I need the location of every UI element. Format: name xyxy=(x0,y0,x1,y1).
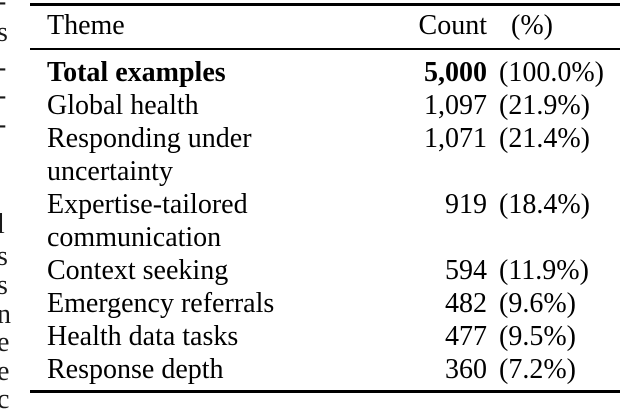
margin-text-fragment: s xyxy=(0,241,8,272)
margin-text-fragment: - xyxy=(0,0,6,16)
column-header-theme: Theme xyxy=(47,10,125,41)
column-header-count: Count xyxy=(418,10,487,41)
column-header-percent-cell: (%) xyxy=(499,9,619,42)
theme-label: Response depth xyxy=(47,354,224,385)
table-top-rule xyxy=(30,3,620,6)
table-row: Health data tasks 477 (9.5%) xyxy=(30,320,620,353)
percent-value: (7.2%) xyxy=(499,354,576,385)
theme-label: communication xyxy=(47,222,222,253)
theme-cell: Context seeking xyxy=(30,254,410,287)
percent-value: (21.9%) xyxy=(499,90,590,121)
theme-label: Context seeking xyxy=(47,255,229,286)
count-value: 1,097 xyxy=(424,90,487,121)
percent-value: (21.4%) xyxy=(499,123,590,154)
table-bottom-rule xyxy=(30,390,620,393)
theme-cell: Expertise-tailored communication xyxy=(30,188,410,254)
percent-value: (9.5%) xyxy=(499,321,576,352)
count-value: 477 xyxy=(445,321,487,352)
column-header-percent: (%) xyxy=(511,10,553,41)
percent-value: (18.4%) xyxy=(499,189,590,220)
theme-label: Global health xyxy=(47,90,199,121)
margin-text-fragment: - xyxy=(0,111,6,139)
percent-value: (11.9%) xyxy=(499,255,589,286)
count-value: 482 xyxy=(445,288,487,319)
margin-text-fragment: e xyxy=(0,327,10,358)
table-body: Total examples 5,000 (100.0%) Global health… xyxy=(30,56,620,386)
theme-cell: Emergency referrals xyxy=(30,287,410,320)
count-value: 360 xyxy=(445,354,487,385)
table-row: Expertise-tailored communication 919 (18.4%… xyxy=(30,188,620,254)
theme-label: Emergency referrals xyxy=(47,288,275,319)
theme-label: Health data tasks xyxy=(47,321,239,352)
theme-label: Total examples xyxy=(47,57,226,88)
margin-text-fragment: c xyxy=(0,384,10,414)
margin-text-fragment: l xyxy=(0,209,5,240)
margin-text-fragment: - xyxy=(0,54,6,82)
table-header-row: Theme Count (%) xyxy=(30,9,620,42)
table-row: Global health 1,097 (21.9%) xyxy=(30,89,620,122)
theme-distribution-table: Theme Count (%) Total examples 5,000 (100.… xyxy=(30,0,620,414)
margin-text-fragment: n xyxy=(0,299,11,330)
theme-label: Expertise-tailored xyxy=(47,189,248,220)
count-value: 919 xyxy=(445,189,487,220)
count-value: 5,000 xyxy=(424,57,487,88)
table-row: Responding under uncertainty 1,071 (21.4%) xyxy=(30,122,620,188)
margin-text-fragment: s xyxy=(0,270,8,301)
theme-cell: Responding under uncertainty xyxy=(30,122,410,188)
theme-cell: Health data tasks xyxy=(30,320,410,353)
margin-text-fragment: - xyxy=(0,82,6,110)
theme-cell: Total examples xyxy=(30,56,410,89)
percent-value: (100.0%) xyxy=(499,57,604,88)
table-row: Context seeking 594 (11.9%) xyxy=(30,254,620,287)
theme-cell: Response depth xyxy=(30,353,410,386)
theme-label: Responding under xyxy=(47,123,252,154)
count-value: 594 xyxy=(445,255,487,286)
theme-label: uncertainty xyxy=(47,156,173,187)
table-row: Emergency referrals 482 (9.6%) xyxy=(30,287,620,320)
table-row: Total examples 5,000 (100.0%) xyxy=(30,56,620,89)
table-header-rule xyxy=(30,48,620,50)
theme-cell: Global health xyxy=(30,89,410,122)
percent-value: (9.6%) xyxy=(499,288,576,319)
count-value: 1,071 xyxy=(424,123,487,154)
margin-text-fragment: s xyxy=(0,17,8,48)
margin-text-fragment: e xyxy=(0,356,10,387)
table-row: Response depth 360 (7.2%) xyxy=(30,353,620,386)
